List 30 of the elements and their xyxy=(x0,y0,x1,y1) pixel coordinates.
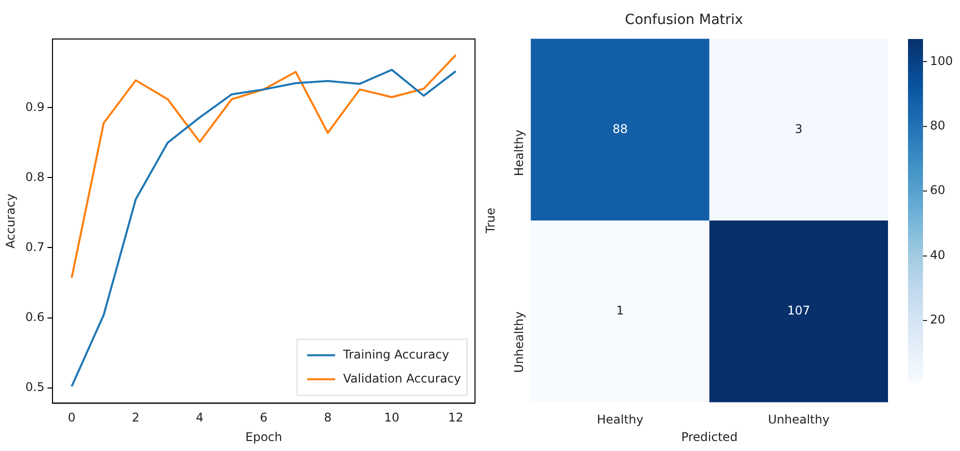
y-tick-label: 0.7 xyxy=(25,240,44,254)
y-tick-label: 0.8 xyxy=(25,170,44,184)
x-tick-label: Unhealthy xyxy=(768,412,830,427)
data-label: 88 xyxy=(612,122,628,136)
x-axis-title: Predicted xyxy=(681,430,738,444)
data-label: 107 xyxy=(787,303,810,318)
color-bar-label: 80 xyxy=(930,118,946,132)
x-tick-label: 10 xyxy=(384,410,400,425)
x-axis-title: Epoch xyxy=(245,430,282,444)
y-axis-title: True xyxy=(483,208,498,234)
y-tick-label: 0.5 xyxy=(25,380,44,394)
x-tick-label: 0 xyxy=(68,410,76,425)
color-bar-label: 20 xyxy=(930,312,946,327)
color-bar-label: 100 xyxy=(930,54,953,68)
legend-label: Validation Accuracy xyxy=(343,371,462,386)
color-bar-label: 40 xyxy=(930,248,946,262)
legend-label: Training Accuracy xyxy=(342,347,450,362)
chart-title: Confusion Matrix xyxy=(624,12,744,28)
x-tick-label: Healthy xyxy=(596,412,644,427)
y-axis-title: Accuracy xyxy=(3,194,18,248)
x-tick-label: 6 xyxy=(260,410,268,425)
y-tick-label: 0.9 xyxy=(25,100,44,114)
x-tick-label: 8 xyxy=(324,410,332,425)
color-bar-label: 60 xyxy=(930,183,946,198)
x-tick-label: 2 xyxy=(132,410,140,425)
x-tick-label: 4 xyxy=(196,410,204,425)
y-tick-label: 0.6 xyxy=(25,310,44,324)
data-label: 1 xyxy=(616,303,624,318)
data-label: 3 xyxy=(794,122,803,136)
x-tick-label: 12 xyxy=(448,410,464,425)
